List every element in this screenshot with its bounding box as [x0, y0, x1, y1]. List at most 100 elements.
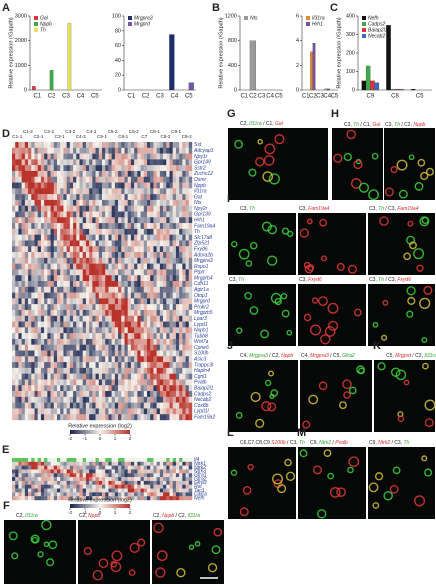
heatmap-cell [105, 321, 109, 328]
heatmap-cell [121, 327, 125, 334]
bar [32, 86, 36, 91]
heatmap-cell [172, 217, 177, 224]
heatmap-cell [185, 356, 189, 363]
heatmap-cell [66, 275, 71, 282]
heatmap-cell [169, 414, 173, 421]
heatmap-cell [169, 458, 173, 463]
heatmap-cell [31, 344, 35, 351]
cell [245, 260, 253, 267]
heatmap-cell [143, 379, 148, 386]
gene-label: Ret [194, 484, 202, 490]
heatmap-cell [153, 205, 157, 212]
heatmap-cell [147, 281, 151, 287]
heatmap-cell [47, 153, 51, 160]
heatmap-cell [69, 188, 74, 195]
heatmap-cell [147, 257, 151, 264]
heatmap-cell [147, 458, 151, 463]
heatmap-cell [76, 223, 80, 230]
y-tick-label: 400 [346, 13, 355, 19]
heatmap-cell [79, 205, 83, 212]
cell [327, 302, 339, 314]
heatmap-cell [37, 362, 42, 369]
heatmap-cell [105, 165, 109, 172]
heatmap-cell [159, 396, 164, 403]
heatmap-cell [137, 338, 141, 345]
heatmap-cell [12, 321, 16, 328]
heatmap-cell [21, 194, 26, 201]
column-label: C5-2 [108, 129, 118, 134]
heatmap-cell [98, 414, 103, 421]
cell [231, 241, 238, 248]
heatmap-cell [114, 275, 119, 282]
heatmap-cell [166, 396, 170, 403]
heatmap-cell [15, 298, 19, 305]
heatmap-cell [50, 338, 54, 345]
heatmap-cell [175, 488, 180, 493]
heatmap-cell [92, 153, 96, 160]
heatmap-cell [108, 252, 112, 259]
heatmap-cell [102, 396, 106, 403]
heatmap-cell [127, 350, 132, 357]
heatmap-cell [34, 362, 38, 369]
heatmap-cell [111, 234, 116, 241]
heatmap-cell [111, 269, 116, 276]
heatmap-cell [76, 362, 80, 369]
heatmap-cell [121, 414, 125, 421]
heatmap-cell [95, 338, 99, 345]
heatmap-cell [134, 182, 138, 189]
heatmap-cell [169, 240, 173, 247]
heatmap-cell [175, 240, 180, 247]
heatmap-cell [34, 269, 38, 276]
heatmap-cell [159, 286, 164, 293]
heatmap-cell [143, 240, 148, 247]
heatmap-cell [159, 142, 164, 148]
heatmap-cell [31, 321, 35, 328]
heatmap-cell [31, 147, 35, 154]
heatmap-cell [18, 199, 22, 206]
heatmap-cell [150, 373, 154, 380]
heatmap-cell [156, 469, 161, 474]
heatmap-cell [18, 257, 22, 264]
heatmap-cell [150, 367, 154, 374]
column-label: C9-1 [171, 129, 181, 134]
heatmap-cell [53, 338, 58, 345]
heatmap-cell [15, 356, 19, 363]
cell [41, 519, 52, 531]
heatmap-cell [53, 194, 58, 201]
heatmap-cell [169, 188, 173, 195]
heatmap-cell [121, 159, 125, 166]
heatmap-cell [92, 211, 96, 218]
heatmap-cell [121, 205, 125, 212]
heatmap-cell [66, 391, 71, 398]
heatmap-cell [111, 473, 116, 478]
heatmap-cell [137, 356, 141, 363]
column-label: C2-2 [44, 129, 54, 134]
heatmap-cell [34, 396, 38, 403]
heatmap-cell [28, 182, 32, 189]
heatmap-cell [53, 469, 58, 474]
heatmap-cell [50, 408, 54, 415]
heatmap-cell [121, 217, 125, 224]
heatmap-cell [105, 458, 109, 463]
gene-label: Nts [194, 200, 202, 206]
heatmap-cell [28, 159, 32, 166]
heatmap-cell [102, 367, 106, 374]
heatmap-cell [76, 408, 80, 415]
heatmap-cell [185, 492, 189, 497]
heatmap-cell [175, 223, 180, 230]
heatmap-cell [185, 496, 189, 501]
heatmap-cell [57, 469, 61, 474]
heatmap-cell [121, 240, 125, 247]
heatmap-cell [105, 414, 109, 421]
cell [266, 255, 278, 266]
heatmap-cell [130, 298, 135, 305]
heatmap-cell [60, 414, 64, 421]
heatmap-cell [85, 356, 90, 363]
heatmap-cell [118, 477, 122, 482]
heatmap-cell [111, 228, 116, 235]
heatmap-cell [127, 223, 132, 230]
heatmap-cell [69, 223, 74, 230]
heatmap-cell [105, 350, 109, 357]
legend-swatch [34, 28, 38, 32]
heatmap-cell [15, 492, 19, 497]
